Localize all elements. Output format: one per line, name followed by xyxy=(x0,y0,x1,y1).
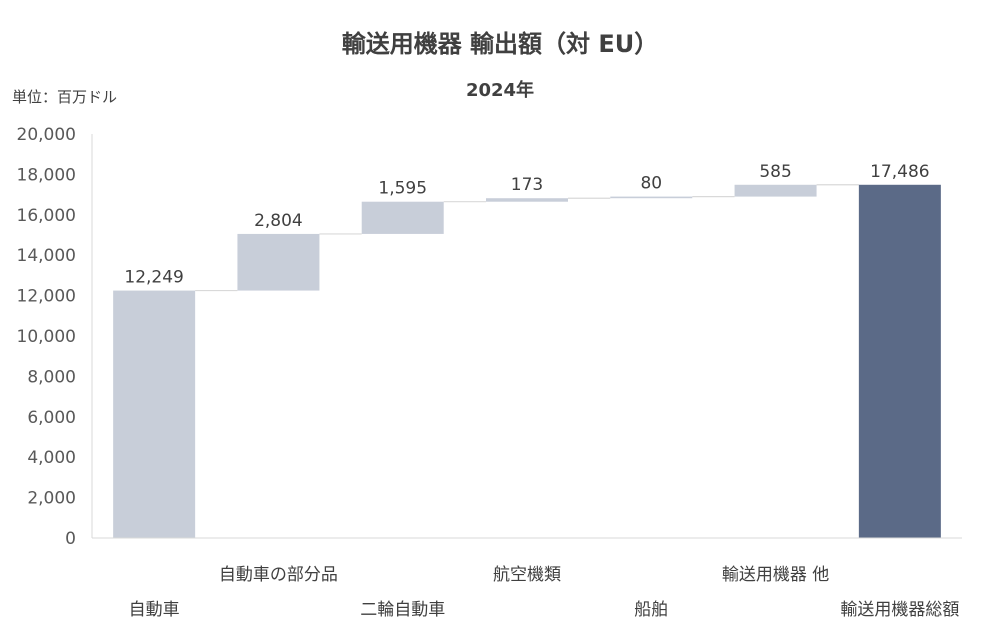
data-label: 1,595 xyxy=(378,179,427,199)
category-label: 輸送用機器総額 xyxy=(840,600,959,620)
y-tick-label: 4,000 xyxy=(27,448,76,468)
category-label: 二輪自動車 xyxy=(360,600,445,620)
y-tick-label: 6,000 xyxy=(27,408,76,428)
connector-lines xyxy=(195,184,859,292)
y-tick-label: 16,000 xyxy=(17,206,76,226)
data-label: 173 xyxy=(511,175,543,195)
unit-label: 単位：百万ドル xyxy=(12,88,118,106)
data-label: 12,249 xyxy=(124,268,183,288)
step-bar xyxy=(361,201,444,234)
category-label: 輸送用機器 他 xyxy=(722,565,829,585)
data-labels: 12,249 2,804 1,595 173 80 585 17,486 xyxy=(124,162,929,288)
y-tick-label: 2,000 xyxy=(27,489,76,509)
data-label: 2,804 xyxy=(254,211,303,231)
y-tick-label: 20,000 xyxy=(17,125,76,145)
category-label: 航空機類 xyxy=(493,565,561,585)
step-bar xyxy=(610,196,693,199)
step-bar xyxy=(237,233,320,291)
total-bar xyxy=(858,184,941,538)
chart-title: 輸送用機器 輸出額（対 EU） xyxy=(341,30,659,58)
y-tick-label: 14,000 xyxy=(17,246,76,266)
data-label: 585 xyxy=(759,162,791,182)
category-label: 自動車の部分品 xyxy=(219,565,338,585)
data-label: 17,486 xyxy=(870,162,929,182)
bars xyxy=(113,184,941,538)
category-label: 自動車 xyxy=(129,600,180,620)
category-label: 船舶 xyxy=(634,600,668,620)
data-label: 80 xyxy=(640,174,662,194)
chart-subtitle: 2024年 xyxy=(465,80,535,101)
y-tick-label: 18,000 xyxy=(17,165,76,185)
step-bar xyxy=(113,290,196,538)
y-tick-label: 12,000 xyxy=(17,287,76,307)
step-bar xyxy=(486,198,568,202)
y-tick-label: 10,000 xyxy=(17,327,76,347)
y-tick-label: 0 xyxy=(65,529,76,549)
y-tick-label: 8,000 xyxy=(27,367,76,387)
y-axis: 0 2,000 4,000 6,000 8,000 10,000 12,000 14,000 1… xyxy=(17,125,93,549)
step-bar xyxy=(734,184,817,197)
